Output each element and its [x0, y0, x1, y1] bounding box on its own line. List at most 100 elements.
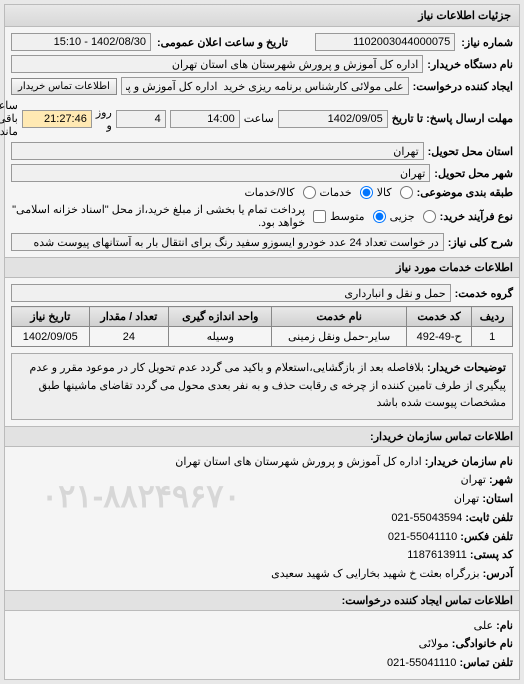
c1-fax-label: تلفن فکس:	[460, 531, 513, 543]
need-no-label: شماره نیاز:	[461, 36, 513, 49]
order-note-checkbox[interactable]	[313, 210, 326, 223]
delivery-city-field	[11, 164, 430, 182]
need-desc-label: شرح کلی نیاز:	[448, 236, 513, 249]
requester-label: ایجاد کننده درخواست:	[413, 80, 513, 93]
service-group-field	[11, 284, 451, 302]
row-requester: ایجاد کننده درخواست: اطلاعات تماس خریدار	[11, 77, 513, 95]
subject-goods-radio[interactable]	[400, 186, 413, 199]
order-note-text: پرداخت تمام یا بخشی از مبلغ خرید،از محل …	[11, 203, 305, 229]
announce-field	[11, 33, 151, 51]
subject-services-radio[interactable]	[360, 186, 373, 199]
delivery-province-label: استان محل تحویل:	[428, 145, 513, 158]
subject-services-text: خدمات	[320, 186, 352, 199]
table-header-cell: تاریخ نیاز	[12, 307, 90, 327]
table-header-row: ردیفکد خدمتنام خدمتواحد اندازه گیریتعداد…	[12, 307, 513, 327]
subject-goods-text: کالا	[377, 186, 392, 199]
table-body: 1ح-49-492سایر-حمل ونقل زمینیوسیله241402/…	[12, 327, 513, 347]
row-deadline: مهلت ارسال پاسخ: تا تاریخ ساعت روز و ساع…	[11, 99, 513, 138]
remain-suffix: ساعت باقی مانده	[0, 99, 18, 138]
c2-family-label: نام خانوادگی:	[452, 638, 513, 650]
row-service-group: گروه خدمت:	[11, 284, 513, 302]
row-delivery-province: استان محل تحویل:	[11, 142, 513, 160]
subject-both-text: کالا/خدمات	[244, 186, 294, 199]
order-small-text: جزیی	[390, 210, 415, 223]
table-header-cell: تعداد / مقدار	[89, 307, 169, 327]
subject-services-option[interactable]: خدمات	[320, 186, 373, 199]
announce-label: تاریخ و ساعت اعلان عمومی:	[157, 36, 288, 49]
table-header-cell: کد خدمت	[406, 307, 471, 327]
table-header-cell: واحد اندازه گیری	[169, 307, 272, 327]
contact1-header: اطلاعات تماس سازمان خریدار:	[5, 426, 519, 447]
panel-body: شماره نیاز: تاریخ و ساعت اعلان عمومی: نا…	[5, 27, 519, 679]
c2-phone: 55041110-021	[387, 657, 456, 669]
order-type-label: نوع فرآیند خرید:	[440, 210, 513, 223]
row-need-desc: شرح کلی نیاز:	[11, 233, 513, 251]
order-medium-option[interactable]: متوسط	[330, 210, 386, 223]
c2-name: علی	[474, 620, 493, 632]
contact1-block: ۰۲۱-۸۸۲۴۹۶۷۰ نام سازمان خریدار: اداره کل…	[11, 453, 513, 584]
service-group-label: گروه خدمت:	[455, 287, 513, 300]
buyer-notes: توضیحات خریدار: بلافاصله بعد از بازگشایی…	[11, 353, 513, 420]
table-cell: وسیله	[169, 327, 272, 347]
table-cell: سایر-حمل ونقل زمینی	[272, 327, 407, 347]
order-small-option[interactable]: جزیی	[390, 210, 436, 223]
row-delivery-city: شهر محل تحویل:	[11, 164, 513, 182]
details-panel: جزئیات اطلاعات نیاز شماره نیاز: تاریخ و …	[4, 4, 520, 680]
c1-fax: 55041110-021	[388, 531, 457, 543]
buyer-org-label: نام دستگاه خریدار:	[427, 58, 513, 71]
c2-name-label: نام:	[496, 620, 513, 632]
time-label-1: ساعت	[244, 112, 274, 125]
table-cell: 1	[472, 327, 513, 347]
order-small-radio[interactable]	[423, 210, 436, 223]
delivery-city-label: شهر محل تحویل:	[434, 167, 513, 180]
c1-address-label: آدرس:	[483, 568, 513, 580]
table-cell: 1402/09/05	[12, 327, 90, 347]
c1-org-label: نام سازمان خریدار:	[425, 456, 513, 468]
subject-both-radio[interactable]	[303, 186, 316, 199]
row-buyer-org: نام دستگاه خریدار:	[11, 55, 513, 73]
subject-both-option[interactable]: کالا/خدمات	[244, 186, 315, 199]
c1-phone: 55043594-021	[391, 512, 462, 524]
order-note-option[interactable]: پرداخت تمام یا بخشی از مبلغ خرید،از محل …	[11, 203, 326, 229]
contact-buyer-button[interactable]: اطلاعات تماس خریدار	[11, 78, 117, 95]
requester-field	[121, 77, 409, 95]
c1-phone-label: تلفن ثابت:	[465, 512, 513, 524]
contact2-block: نام: علی نام خانوادگی: مولائی تلفن تماس:…	[11, 617, 513, 673]
need-desc-field	[11, 233, 444, 251]
row-need-no: شماره نیاز: تاریخ و ساعت اعلان عمومی:	[11, 33, 513, 51]
table-row[interactable]: 1ح-49-492سایر-حمل ونقل زمینیوسیله241402/…	[12, 327, 513, 347]
subject-type-label: طبقه بندی موضوعی:	[417, 186, 513, 199]
table-cell: ح-49-492	[406, 327, 471, 347]
c1-postal-label: کد پستی:	[470, 549, 513, 561]
remain-time-field	[22, 110, 92, 128]
order-medium-text: متوسط	[330, 210, 365, 223]
need-no-field	[315, 33, 455, 51]
services-table: ردیفکد خدمتنام خدمتواحد اندازه گیریتعداد…	[11, 306, 513, 347]
row-order-type: نوع فرآیند خرید: جزیی متوسط پرداخت تمام …	[11, 203, 513, 229]
buyer-notes-label: توضیحات خریدار:	[427, 362, 506, 374]
c2-phone-label: تلفن تماس:	[459, 657, 513, 669]
c1-province-label: شهر:	[489, 474, 513, 486]
table-cell: 24	[89, 327, 169, 347]
panel-title: جزئیات اطلاعات نیاز	[5, 5, 519, 27]
delivery-province-field	[11, 142, 424, 160]
services-header: اطلاعات خدمات مورد نیاز	[5, 257, 519, 278]
days-field	[116, 110, 166, 128]
order-medium-radio[interactable]	[373, 210, 386, 223]
deadline-time-field	[170, 110, 240, 128]
c1-postal: 1187613911	[407, 549, 467, 561]
day-word: روز و	[96, 106, 112, 132]
c1-state-label: استان:	[482, 493, 513, 505]
subject-goods-option[interactable]: کالا	[377, 186, 413, 199]
c1-state: تهران	[454, 493, 479, 505]
table-header-cell: نام خدمت	[272, 307, 407, 327]
c1-province: تهران	[461, 474, 486, 486]
deadline-label: مهلت ارسال پاسخ: تا تاریخ	[392, 112, 513, 125]
row-subject-type: طبقه بندی موضوعی: کالا خدمات کالا/خدمات	[11, 186, 513, 199]
c1-org: اداره کل آموزش و پرورش شهرستان های استان…	[175, 456, 421, 468]
buyer-org-field	[11, 55, 423, 73]
c1-address: بزرگراه بعثت خ شهید بخارایی ک شهید سعیدی	[271, 568, 480, 580]
table-header-cell: ردیف	[472, 307, 513, 327]
c2-family: مولائی	[419, 638, 449, 650]
deadline-date-field	[278, 110, 388, 128]
